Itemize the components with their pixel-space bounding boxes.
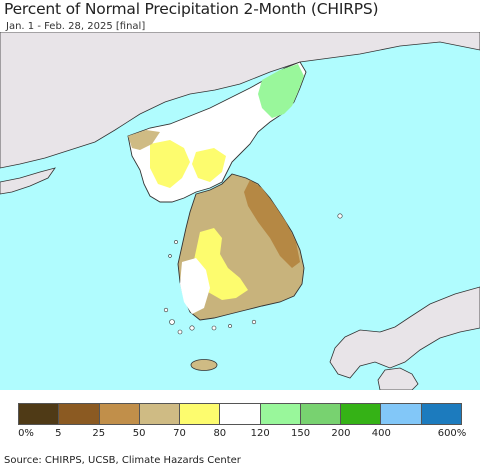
legend-tick-label: 25 — [92, 428, 106, 439]
legend-swatch — [220, 404, 261, 424]
ulleung-island — [337, 213, 343, 219]
legend-tick-label: 400 — [371, 428, 391, 439]
legend-swatch — [59, 404, 100, 424]
nk-tan-nw — [128, 130, 160, 150]
nk-yellow-west — [150, 140, 190, 188]
sk-white-sw — [180, 258, 210, 314]
legend-tick-label: 0% — [18, 428, 34, 439]
legend-tick-label: 70 — [173, 428, 186, 439]
jeju-island — [190, 359, 218, 371]
kyushu-land — [377, 367, 419, 390]
precipitation-map — [0, 32, 480, 390]
legend-color-bar — [18, 403, 462, 425]
legend-swatch — [421, 404, 461, 424]
legend-swatch — [260, 404, 301, 424]
sk-brown-east — [244, 180, 300, 268]
legend-tick-label: 200 — [331, 428, 351, 439]
legend-tick-label: 50 — [132, 428, 146, 439]
legend-swatch — [99, 404, 140, 424]
legend-swatch — [180, 404, 221, 424]
shandong-coast — [0, 167, 56, 195]
nk-yellow-center — [192, 148, 226, 182]
source-credit: Source: CHIRPS, UCSB, Climate Hazards Ce… — [4, 455, 241, 466]
map-subtitle: Jan. 1 - Feb. 28, 2025 [final] — [6, 21, 146, 32]
legend-swatch — [19, 404, 60, 424]
legend-swatch — [300, 404, 342, 424]
coastal-islands — [163, 240, 257, 335]
legend-tick-label: 120 — [250, 428, 270, 439]
legend-tick-label: 150 — [290, 428, 311, 439]
legend-tick-label: 80 — [213, 428, 227, 439]
legend-tick-label: 600% — [437, 428, 467, 439]
map-title: Percent of Normal Precipitation 2-Month … — [4, 0, 379, 18]
japan-land — [329, 286, 480, 379]
legend-swatch — [139, 404, 181, 424]
nk-green-region — [258, 64, 304, 118]
china-russia-land — [0, 32, 480, 169]
legend-swatch — [381, 404, 422, 424]
legend-tick-label: 5 — [55, 428, 62, 439]
legend-swatch — [341, 404, 382, 424]
